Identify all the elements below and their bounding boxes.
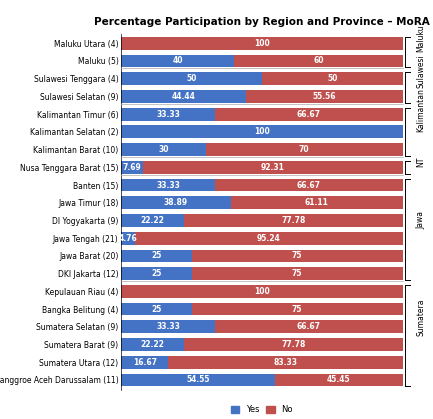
Bar bbox=[121, 37, 403, 49]
Bar bbox=[121, 249, 192, 262]
Text: 100: 100 bbox=[254, 127, 270, 136]
Text: 22.22: 22.22 bbox=[141, 216, 165, 225]
Text: 55.56: 55.56 bbox=[313, 92, 336, 101]
Text: 66.67: 66.67 bbox=[297, 181, 321, 189]
Bar bbox=[121, 161, 143, 174]
Bar bbox=[121, 125, 403, 138]
Text: 75: 75 bbox=[292, 251, 302, 260]
Text: Sumatera: Sumatera bbox=[417, 298, 425, 336]
Text: Sulawesi: Sulawesi bbox=[417, 54, 425, 88]
Bar bbox=[246, 90, 403, 103]
Bar bbox=[231, 197, 403, 209]
Bar bbox=[121, 232, 135, 245]
Bar bbox=[121, 72, 262, 85]
Bar bbox=[121, 143, 206, 156]
Bar bbox=[121, 338, 184, 351]
Bar bbox=[262, 72, 403, 85]
Bar bbox=[206, 143, 403, 156]
Title: Percentage Participation by Region and Province – MoRA: Percentage Participation by Region and P… bbox=[94, 17, 430, 27]
Text: 50: 50 bbox=[327, 74, 337, 83]
Bar bbox=[121, 54, 234, 67]
Text: 38.89: 38.89 bbox=[164, 198, 188, 207]
Text: 66.67: 66.67 bbox=[297, 322, 321, 331]
Text: 22.22: 22.22 bbox=[141, 340, 165, 349]
Text: 33.33: 33.33 bbox=[156, 322, 180, 331]
Bar bbox=[192, 303, 403, 316]
Bar bbox=[215, 178, 403, 191]
Bar bbox=[121, 108, 215, 121]
Bar bbox=[121, 90, 246, 103]
Text: Maluku: Maluku bbox=[417, 24, 425, 52]
Bar bbox=[215, 321, 403, 333]
Bar bbox=[192, 267, 403, 280]
Bar bbox=[143, 161, 403, 174]
Bar bbox=[121, 214, 184, 227]
Text: 100: 100 bbox=[254, 39, 270, 48]
Text: 50: 50 bbox=[187, 74, 197, 83]
Text: 25: 25 bbox=[151, 251, 162, 260]
Text: 33.33: 33.33 bbox=[156, 110, 180, 119]
Text: 54.55: 54.55 bbox=[186, 375, 210, 384]
Text: 30: 30 bbox=[158, 145, 169, 154]
Text: Kalimantan: Kalimantan bbox=[417, 88, 425, 132]
Bar bbox=[135, 232, 403, 245]
Bar bbox=[121, 267, 192, 280]
Text: 16.67: 16.67 bbox=[132, 358, 157, 367]
Bar bbox=[168, 356, 403, 369]
Text: 40: 40 bbox=[172, 57, 183, 65]
Bar bbox=[121, 321, 215, 333]
Text: 100: 100 bbox=[254, 287, 270, 296]
Bar bbox=[121, 285, 403, 298]
Bar bbox=[121, 303, 192, 316]
Bar bbox=[121, 374, 275, 386]
Bar bbox=[184, 214, 403, 227]
Text: 75: 75 bbox=[292, 305, 302, 313]
Text: 25: 25 bbox=[151, 305, 162, 313]
Bar bbox=[192, 249, 403, 262]
Text: 66.67: 66.67 bbox=[297, 110, 321, 119]
Bar bbox=[215, 108, 403, 121]
Text: 7.69: 7.69 bbox=[123, 163, 142, 172]
Bar bbox=[121, 356, 168, 369]
Text: 77.78: 77.78 bbox=[281, 216, 305, 225]
Text: 75: 75 bbox=[292, 269, 302, 278]
Text: 4.76: 4.76 bbox=[119, 234, 137, 243]
Bar bbox=[121, 178, 215, 191]
Text: 44.44: 44.44 bbox=[172, 92, 196, 101]
Text: 60: 60 bbox=[313, 57, 323, 65]
Text: 83.33: 83.33 bbox=[273, 358, 297, 367]
Text: 70: 70 bbox=[299, 145, 310, 154]
Text: NT: NT bbox=[417, 157, 425, 167]
Bar bbox=[184, 338, 403, 351]
Text: 45.45: 45.45 bbox=[327, 375, 351, 384]
Bar bbox=[121, 197, 231, 209]
Text: Jawa: Jawa bbox=[417, 211, 425, 229]
Bar bbox=[275, 374, 403, 386]
Text: 95.24: 95.24 bbox=[257, 234, 281, 243]
Bar bbox=[234, 54, 403, 67]
Text: 33.33: 33.33 bbox=[156, 181, 180, 189]
Legend: Yes, No: Yes, No bbox=[228, 402, 296, 418]
Text: 77.78: 77.78 bbox=[281, 340, 305, 349]
Text: 61.11: 61.11 bbox=[305, 198, 329, 207]
Text: 25: 25 bbox=[151, 269, 162, 278]
Text: 92.31: 92.31 bbox=[261, 163, 285, 172]
